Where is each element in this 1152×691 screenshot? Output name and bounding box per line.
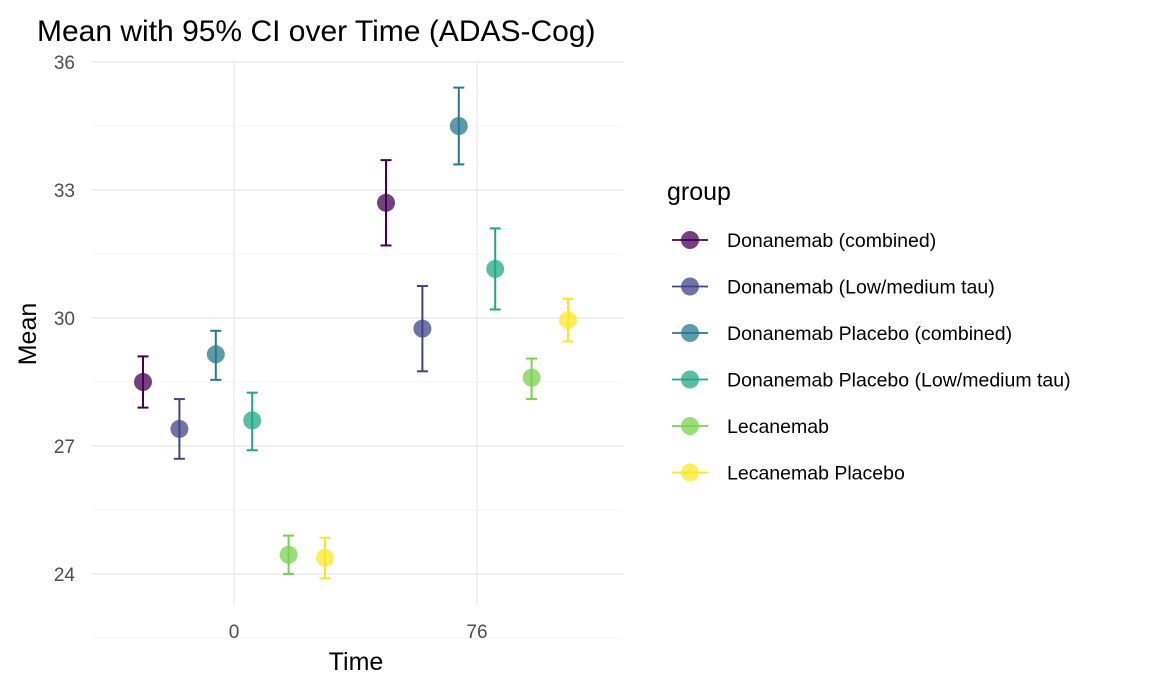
legend-label: Donanemab Placebo (Low/medium tau): [727, 370, 1071, 392]
data-point-group: [486, 227, 505, 311]
legend-label: Donanemab (Low/medium tau): [727, 277, 995, 299]
legend-item: Lecanemab: [672, 416, 829, 438]
data-point-group: [279, 534, 298, 575]
mean-point: [413, 319, 432, 338]
mean-point: [522, 368, 541, 387]
data-point-group: [522, 357, 541, 401]
x-tick-label: 76: [466, 622, 487, 643]
mean-point: [449, 117, 468, 135]
legend-item: Lecanemab Placebo: [672, 463, 905, 485]
legend-key-point: [681, 231, 699, 249]
legend-item: Donanemab Placebo (Low/medium tau): [672, 370, 1071, 392]
data-point-group: [134, 355, 152, 409]
mean-point: [170, 419, 189, 438]
data-point-group: [449, 86, 468, 166]
plot-grid: [92, 61, 623, 639]
data-point-group: [316, 536, 334, 580]
mean-point: [486, 259, 505, 278]
legend-label: Lecanemab: [727, 416, 829, 438]
data-point-group: [170, 398, 189, 460]
data-point-group: [243, 391, 262, 452]
y-tick-label: 27: [54, 437, 75, 458]
legend-key-point: [681, 417, 699, 435]
legend-item: Donanemab (Low/medium tau): [672, 277, 995, 299]
y-axis-title: Mean: [14, 303, 42, 366]
legend-item: Donanemab Placebo (combined): [672, 323, 1012, 345]
legend-key-point: [681, 277, 699, 296]
data-point-group: [206, 329, 225, 381]
mean-point: [134, 373, 152, 391]
legend-key-point: [681, 370, 699, 389]
y-axis-ticks: 24 27 30 33 36: [54, 53, 76, 586]
chart-title: Mean with 95% CI over Time (ADAS-Cog): [37, 15, 596, 48]
data-point-group: [377, 159, 395, 247]
mean-point: [279, 545, 298, 564]
legend-label: Donanemab (combined): [727, 230, 936, 252]
mean-point: [559, 311, 577, 330]
plot-marks: [134, 86, 577, 580]
y-tick-label: 30: [54, 309, 75, 330]
mean-point: [377, 193, 395, 212]
legend-key-point: [681, 463, 699, 482]
legend-item: Donanemab (combined): [672, 230, 936, 252]
y-tick-label: 24: [54, 565, 76, 586]
mean-point: [206, 345, 225, 364]
mean-point: [316, 548, 334, 567]
x-axis-title: Time: [329, 648, 384, 676]
legend-title: group: [667, 178, 731, 206]
legend-key-point: [681, 324, 699, 342]
data-point-group: [559, 297, 577, 343]
x-tick-label: 0: [229, 622, 240, 643]
data-point-group: [413, 285, 432, 373]
x-axis-ticks: 0 76: [229, 622, 488, 643]
legend-label: Lecanemab Placebo: [727, 463, 905, 485]
y-tick-label: 36: [54, 53, 75, 74]
legend-label: Donanemab Placebo (combined): [727, 323, 1012, 345]
y-tick-label: 33: [54, 181, 75, 202]
legend: Donanemab (combined) Donanemab (Low/mediu…: [672, 230, 1071, 485]
mean-point: [243, 411, 262, 430]
